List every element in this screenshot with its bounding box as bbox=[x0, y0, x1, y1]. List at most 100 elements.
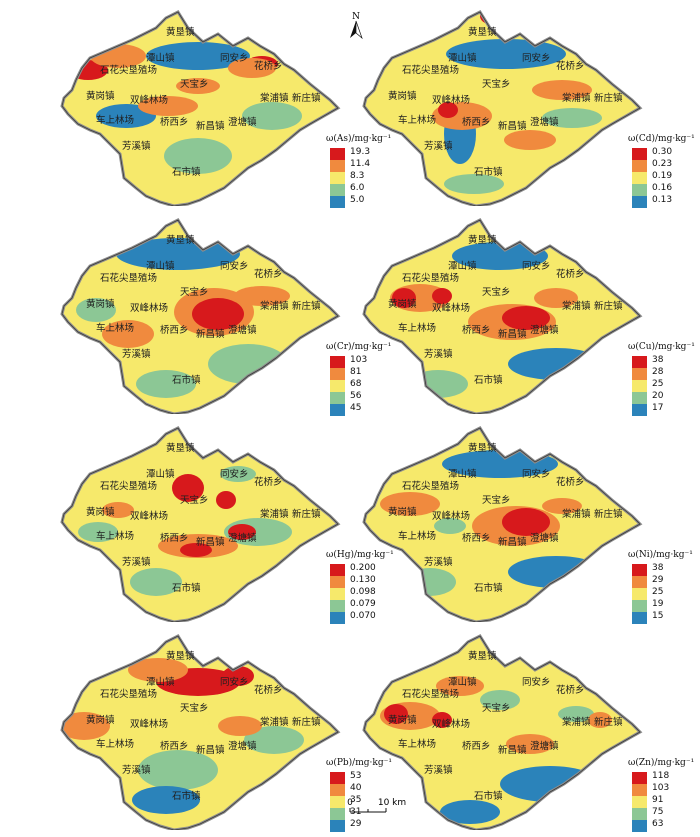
legend: ω(Cr)/mg·kg⁻¹ 103 81 68 56 45 bbox=[320, 342, 440, 418]
concentration-zone bbox=[218, 716, 262, 736]
town-label: 黄垦镇 bbox=[468, 27, 497, 38]
town-label: 澄塘镇 bbox=[228, 741, 257, 752]
concentration-zone bbox=[408, 370, 468, 398]
town-label: 花桥乡 bbox=[254, 477, 283, 488]
legend-title: ω(Cr)/mg·kg⁻¹ bbox=[326, 342, 392, 352]
town-label: 双峰林场 bbox=[432, 511, 471, 522]
town-label: 车上林场 bbox=[96, 531, 135, 542]
scalebar-distance: 10 km bbox=[378, 798, 406, 808]
town-label: 天宝乡 bbox=[180, 79, 209, 90]
legend-swatch bbox=[330, 368, 345, 380]
legend-swatch bbox=[632, 148, 647, 160]
town-label: 澄塘镇 bbox=[530, 325, 559, 336]
legend-title: ω(Hg)/mg·kg⁻¹ bbox=[326, 550, 394, 560]
map-panel: 黄垦镇 潭山镇 同安乡 石花尖垦殖场 花桥乡 天宝乡 黄岗镇 双峰林场 棠浦镇 新庄镇 车上林场 桥西… bbox=[48, 6, 391, 208]
town-label: 黄垦镇 bbox=[468, 235, 497, 246]
map-panel: 黄垦镇 潭山镇 同安乡 石花尖垦殖场 花桥乡 天宝乡 黄岗镇 双峰林场 棠浦镇 新庄镇 车上林场 桥西… bbox=[350, 630, 694, 832]
concentration-zone bbox=[434, 518, 466, 534]
concentration-zone bbox=[216, 491, 236, 509]
legend-swatch bbox=[632, 784, 647, 796]
town-label: 石花尖垦殖场 bbox=[402, 481, 460, 492]
town-label: 石市镇 bbox=[172, 167, 201, 178]
concentration-zone bbox=[78, 522, 118, 542]
concentration-zone bbox=[480, 690, 520, 710]
legend-value: 0.200 bbox=[350, 563, 376, 573]
legend-value: 75 bbox=[652, 807, 664, 817]
town-label: 同安乡 bbox=[220, 677, 249, 688]
concentration-zone bbox=[534, 288, 578, 308]
town-label: 车上林场 bbox=[96, 115, 135, 126]
town-label: 桥西乡 bbox=[160, 533, 189, 544]
legend: ω(Cu)/mg·kg⁻¹ 38 28 25 20 17 bbox=[622, 342, 700, 418]
map-panel: 黄垦镇 潭山镇 同安乡 石花尖垦殖场 花桥乡 天宝乡 黄岗镇 双峰林场 棠浦镇 新庄镇 车上林场 桥西… bbox=[48, 630, 392, 832]
legend-swatch bbox=[330, 564, 345, 576]
town-label: 车上林场 bbox=[398, 115, 437, 126]
legend-value: 15 bbox=[652, 611, 664, 621]
concentration-zone bbox=[384, 704, 408, 724]
town-label: 新庄镇 bbox=[594, 93, 623, 104]
legend-value: 0.070 bbox=[350, 611, 376, 621]
legend-value: 118 bbox=[652, 771, 670, 781]
town-label: 澄塘镇 bbox=[228, 117, 257, 128]
town-label: 新庄镇 bbox=[292, 717, 321, 728]
legend-value: 103 bbox=[350, 355, 368, 365]
town-label: 桥西乡 bbox=[160, 117, 189, 128]
town-label: 石市镇 bbox=[172, 791, 201, 802]
concentration-map bbox=[362, 10, 643, 206]
town-label: 同安乡 bbox=[522, 53, 551, 64]
legend-value: 8.3 bbox=[350, 171, 365, 181]
town-label: 车上林场 bbox=[398, 739, 437, 750]
concentration-zone bbox=[440, 800, 500, 824]
town-label: 棠浦镇 bbox=[562, 301, 591, 312]
concentration-map bbox=[60, 218, 341, 414]
town-label: 棠浦镇 bbox=[260, 93, 289, 104]
town-label: 石市镇 bbox=[474, 583, 503, 594]
legend-value: 0.19 bbox=[652, 171, 673, 181]
town-label: 石花尖垦殖场 bbox=[100, 481, 158, 492]
town-label: 黄岗镇 bbox=[86, 91, 115, 102]
town-label: 天宝乡 bbox=[180, 287, 209, 298]
town-label: 天宝乡 bbox=[180, 495, 209, 506]
concentration-map bbox=[60, 10, 341, 206]
legend: ω(Hg)/mg·kg⁻¹ 0.200 0.130 0.098 0.079 0.070 bbox=[320, 550, 440, 626]
legend-value: 38 bbox=[652, 355, 664, 365]
legend-swatch bbox=[330, 160, 345, 172]
county-boundary bbox=[61, 219, 339, 414]
concentration-map bbox=[60, 634, 341, 830]
concentration-zone bbox=[244, 726, 304, 754]
legend-swatch bbox=[632, 368, 647, 380]
concentration-zone bbox=[542, 498, 582, 514]
concentration-zone bbox=[136, 370, 196, 398]
town-label: 澄塘镇 bbox=[530, 117, 559, 128]
concentration-map bbox=[362, 634, 643, 830]
town-label: 新昌镇 bbox=[196, 329, 225, 340]
town-label: 新昌镇 bbox=[498, 329, 527, 340]
concentration-map bbox=[60, 426, 341, 622]
town-label: 棠浦镇 bbox=[260, 301, 289, 312]
legend-swatch bbox=[330, 600, 345, 612]
concentration-zone bbox=[438, 102, 458, 118]
town-label: 石市镇 bbox=[172, 583, 201, 594]
legend-value: 0.079 bbox=[350, 599, 376, 609]
town-label: 石花尖垦殖场 bbox=[100, 273, 158, 284]
town-label: 桥西乡 bbox=[462, 117, 491, 128]
legend-value: 17 bbox=[652, 403, 664, 413]
town-label: 潭山镇 bbox=[146, 53, 175, 64]
town-label: 新昌镇 bbox=[196, 121, 225, 132]
concentration-zone bbox=[138, 750, 218, 790]
legend-swatch bbox=[632, 796, 647, 808]
concentration-zone bbox=[242, 102, 302, 130]
town-label: 车上林场 bbox=[96, 323, 135, 334]
town-label: 棠浦镇 bbox=[260, 509, 289, 520]
town-label: 芳溪镇 bbox=[122, 765, 151, 776]
county-boundary bbox=[61, 427, 339, 622]
legend-swatch bbox=[632, 772, 647, 784]
town-label: 新昌镇 bbox=[196, 537, 225, 548]
town-label: 石市镇 bbox=[474, 791, 503, 802]
town-label: 花桥乡 bbox=[254, 269, 283, 280]
town-label: 天宝乡 bbox=[482, 287, 511, 298]
town-label: 石市镇 bbox=[474, 375, 503, 386]
legend-swatch bbox=[632, 196, 647, 208]
town-label: 黄垦镇 bbox=[166, 651, 195, 662]
town-label: 石市镇 bbox=[172, 375, 201, 386]
